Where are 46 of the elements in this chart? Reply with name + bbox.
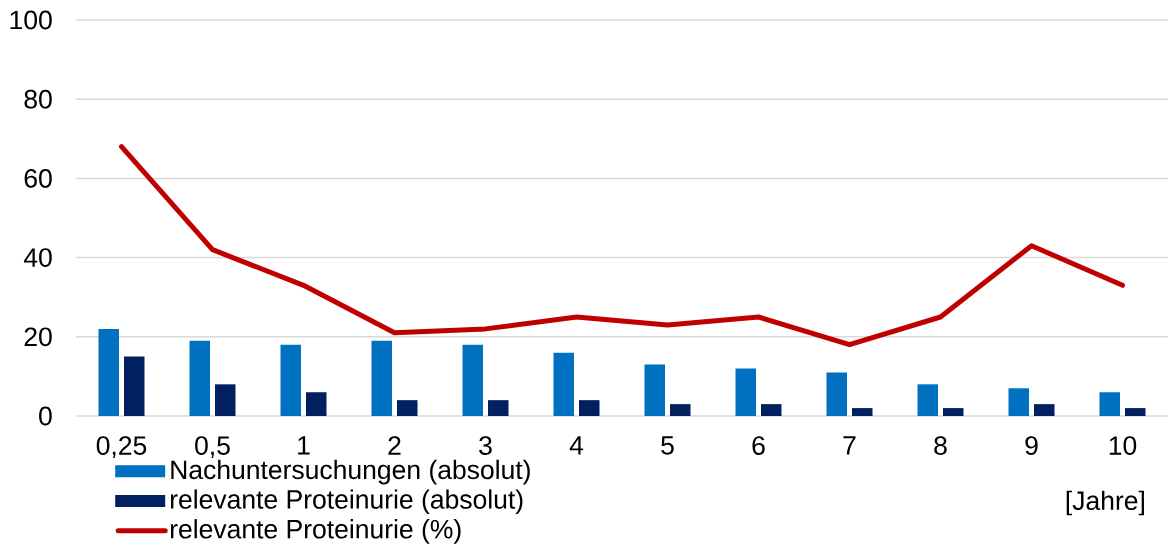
x-tick-label: 9 xyxy=(1025,436,1038,455)
x-axis-title: [Jahre] xyxy=(1066,490,1144,516)
y-tick-label: 40 xyxy=(23,248,52,267)
legend-label: relevante Proteinurie (absolut) xyxy=(170,489,523,515)
bar xyxy=(852,408,873,416)
x-tick-label: 7 xyxy=(843,436,856,455)
bar xyxy=(670,404,691,416)
x-tick-label: 1 xyxy=(298,436,310,455)
bar xyxy=(1125,408,1146,416)
bar xyxy=(124,356,145,416)
y-tick-label: 20 xyxy=(24,327,52,347)
bar xyxy=(189,340,210,416)
bar xyxy=(553,352,574,416)
bar xyxy=(917,384,938,416)
y-tick-label: 60 xyxy=(24,169,52,188)
bar xyxy=(1099,392,1121,416)
x-tick-label: 4 xyxy=(569,436,584,455)
bar xyxy=(371,340,392,416)
bar xyxy=(943,408,964,416)
bar xyxy=(488,400,509,416)
x-tick-label: 2 xyxy=(388,436,401,455)
bar xyxy=(1008,388,1030,416)
bar xyxy=(215,384,236,416)
bar xyxy=(306,392,327,416)
x-tick-label: 6 xyxy=(752,436,765,455)
x-tick-label: 10 xyxy=(1109,436,1137,455)
bar xyxy=(644,364,665,416)
y-tick-label: 100 xyxy=(10,10,52,30)
y-tick-label: 0 xyxy=(39,406,52,426)
x-tick-label: 3 xyxy=(479,436,492,455)
x-tick-label: 0,5 xyxy=(195,436,230,459)
bar xyxy=(1034,404,1055,416)
bar xyxy=(462,344,483,416)
x-tick-label: 0,25 xyxy=(96,436,147,459)
bar xyxy=(280,344,301,416)
bar xyxy=(735,368,756,416)
bar xyxy=(397,400,418,416)
x-tick-label: 8 xyxy=(934,436,947,455)
legend-label: Nachuntersuchungen (absolut) xyxy=(171,459,530,485)
y-tick-label: 80 xyxy=(24,89,52,109)
bar xyxy=(761,404,782,416)
bar xyxy=(98,328,119,416)
legend-label: relevante Proteinurie (%) xyxy=(170,519,461,544)
bar xyxy=(826,372,847,416)
bar xyxy=(579,400,600,416)
x-tick-label: 5 xyxy=(661,436,674,455)
